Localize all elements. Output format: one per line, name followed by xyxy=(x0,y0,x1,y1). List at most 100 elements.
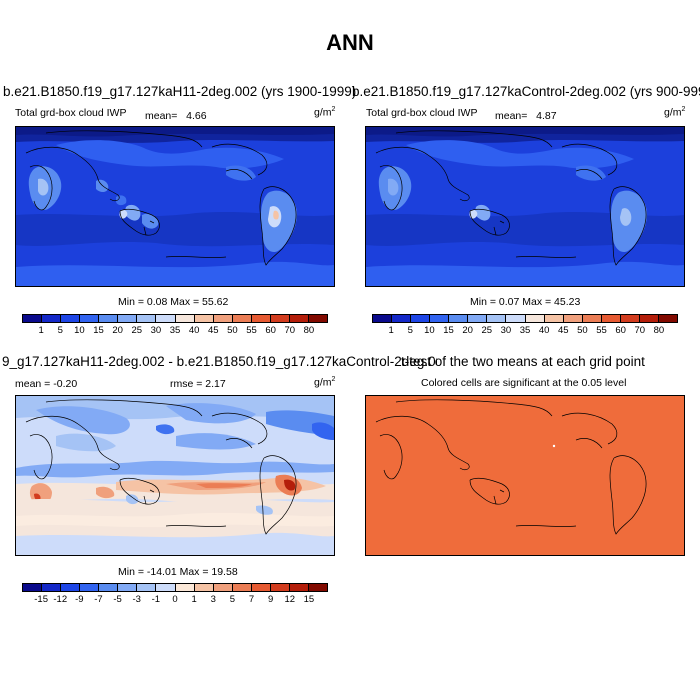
variable-label: Total grd-box cloud IWP xyxy=(15,107,127,119)
colorbar-top-left xyxy=(22,314,328,323)
colorbar-tick-label: 70 xyxy=(634,325,646,336)
colorbar-diff-tick-label: 12 xyxy=(284,594,296,605)
colorbar-diff-swatch xyxy=(308,584,327,591)
panel-title-top-left: b.e21.B1850.f19_g17.127kaH11-2deg.002 (y… xyxy=(3,84,357,99)
colorbar-diff-swatch xyxy=(232,584,252,591)
figure-title: ANN xyxy=(326,30,374,55)
colorbar-swatch xyxy=(137,315,157,322)
colorbar-swatch xyxy=(430,315,450,322)
colorbar-swatch xyxy=(601,315,621,322)
colorbar-swatch xyxy=(42,315,62,322)
colorbar-diff-tick-label: 9 xyxy=(267,594,274,605)
colorbar-tick-label: 80 xyxy=(303,325,315,336)
colorbar-swatch xyxy=(487,315,507,322)
units-label: g/m2 xyxy=(314,106,336,119)
colorbar-tick-label: 50 xyxy=(227,325,238,336)
colorbar-swatch xyxy=(118,315,138,322)
colorbar-tick-label: 25 xyxy=(131,325,143,336)
colorbar-swatch xyxy=(289,315,309,322)
colorbar-swatch xyxy=(544,315,564,322)
colorbar-swatch xyxy=(99,315,119,322)
colorbar-tick-label: 45 xyxy=(557,325,569,336)
colorbar-swatch xyxy=(23,315,43,322)
colorbar-diff-swatch xyxy=(80,584,100,591)
colorbar-diff-tick-label: 15 xyxy=(303,594,315,605)
colorbar-diff-swatch xyxy=(251,584,271,591)
colorbar-tick-label: 20 xyxy=(462,325,473,336)
map-bottom-right xyxy=(365,395,685,556)
units-label: g/m2 xyxy=(664,106,686,119)
colorbar-swatch xyxy=(563,315,583,322)
colorbar-tick-label: 15 xyxy=(93,325,104,336)
colorbar-tick-label: 15 xyxy=(443,325,454,336)
mean-label: mean= 4.66 xyxy=(145,110,207,122)
colorbar-diff-tick-label: 1 xyxy=(191,594,197,605)
colorbar-swatch xyxy=(620,315,640,322)
colorbar-diff-tick-label: 5 xyxy=(229,594,236,605)
colorbar-swatch xyxy=(251,315,271,322)
units-label: g/m2 xyxy=(314,376,336,389)
colorbar-labels-bottom-left: -15 -12 -9 -7 -5 -3 -1 0 1 3 5 7 9 12 15 xyxy=(22,594,328,606)
colorbar-labels-top-right: 1 5 10 15 20 25 30 35 40 45 50 55 60 70 80 xyxy=(372,325,678,337)
colorbar-tick-label: 10 xyxy=(74,325,85,336)
colorbar-top-right xyxy=(372,314,678,323)
variable-label: Total grd-box cloud IWP xyxy=(366,107,478,119)
panel-subtitle-bottom-right: Colored cells are significant at the 0.0… xyxy=(421,377,627,389)
colorbar-swatch xyxy=(194,315,214,322)
colorbar-tick-label: 55 xyxy=(246,325,257,336)
colorbar-tick-label: 35 xyxy=(519,325,531,336)
colorbar-swatch xyxy=(61,315,81,322)
colorbar-tick-label: 5 xyxy=(407,325,413,336)
colorbar-diff-swatch xyxy=(137,584,157,591)
colorbar-diff-tick-label: -1 xyxy=(151,594,161,605)
colorbar-tick-label: 30 xyxy=(500,325,512,336)
colorbar-tick-label: 60 xyxy=(265,325,276,336)
colorbar-swatch xyxy=(639,315,659,322)
colorbar-diff-tick-label: 7 xyxy=(248,594,255,605)
colorbar-diff-swatch xyxy=(99,584,119,591)
colorbar-tick-label: 10 xyxy=(424,325,435,336)
colorbar-diff-tick-label: 3 xyxy=(210,594,216,605)
minmax-label-top-left: Min = 0.08 Max = 55.62 xyxy=(118,296,229,308)
colorbar-swatch xyxy=(468,315,488,322)
colorbar-diff-swatch xyxy=(118,584,138,591)
colorbar-tick-label: 60 xyxy=(615,325,626,336)
colorbar-tick-label: 1 xyxy=(38,325,44,336)
colorbar-diff-tick-label: -9 xyxy=(75,594,84,605)
panel-title-bottom-right: t-test of the two means at each grid poi… xyxy=(401,354,645,369)
panel-title-top-right: b.e21.B1850.f19_g17.127kaControl-2deg.00… xyxy=(352,84,700,99)
colorbar-tick-label: 20 xyxy=(112,325,123,336)
colorbar-diff-swatch xyxy=(213,584,233,591)
colorbar-swatch xyxy=(582,315,602,322)
colorbar-swatch xyxy=(449,315,469,322)
minmax-label-bottom-left: Min = -14.01 Max = 19.58 xyxy=(118,566,238,578)
colorbar-tick-label: 30 xyxy=(150,325,162,336)
mean-value: 4.87 xyxy=(536,110,557,122)
colorbar-diff-swatch xyxy=(289,584,309,591)
mean-label: mean = -0.20 xyxy=(15,378,78,390)
colorbar-swatch xyxy=(373,315,393,322)
colorbar-diff-swatch xyxy=(61,584,81,591)
colorbar-diff-tick-label: -15 xyxy=(34,594,48,605)
colorbar-swatch xyxy=(156,315,176,322)
colorbar-swatch xyxy=(213,315,233,322)
colorbar-diff-tick-label: -12 xyxy=(53,594,68,605)
colorbar-tick-label: 80 xyxy=(653,325,665,336)
colorbar-tick-label: 1 xyxy=(388,325,394,336)
colorbar-diff-tick-label: -7 xyxy=(94,594,103,605)
colorbar-diff-swatch xyxy=(194,584,214,591)
minmax-label-top-right: Min = 0.07 Max = 45.23 xyxy=(470,296,581,308)
colorbar-tick-label: 40 xyxy=(188,325,200,336)
colorbar-swatch xyxy=(658,315,677,322)
colorbar-swatch xyxy=(411,315,431,322)
colorbar-diff-tick-label: 0 xyxy=(172,594,178,605)
colorbar-swatch xyxy=(270,315,290,322)
colorbar-swatch xyxy=(232,315,252,322)
colorbar-labels-top-left: 1 5 10 15 20 25 30 35 40 45 50 55 60 70 80 xyxy=(22,325,328,337)
colorbar-swatch xyxy=(525,315,545,322)
colorbar-swatch xyxy=(80,315,100,322)
colorbar-bottom-left xyxy=(22,583,328,592)
colorbar-diff-swatch xyxy=(42,584,62,591)
colorbar-diff-tick-label: -5 xyxy=(113,594,122,605)
colorbar-tick-label: 50 xyxy=(577,325,588,336)
